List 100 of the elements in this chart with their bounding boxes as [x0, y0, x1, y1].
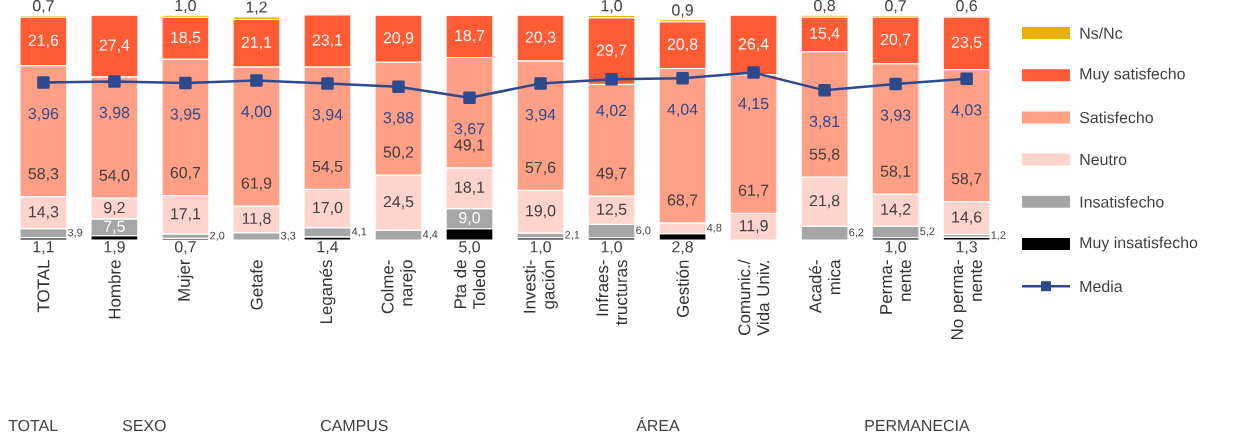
data-label: 26,4 [738, 38, 769, 52]
text: CAMPUS [321, 419, 388, 432]
data-label: 3,67 [454, 123, 485, 137]
x-tick-label: Mujer [177, 259, 194, 301]
data-label: 49,1 [454, 139, 485, 153]
data-label: 18,1 [455, 181, 485, 195]
data-label: 12,5 [597, 203, 627, 217]
data-label: 0,6 [956, 0, 977, 14]
data-label: 7,5 [104, 220, 125, 234]
data-label: 2,0 [210, 231, 225, 241]
data-label: 3,81 [809, 115, 840, 129]
x-tick-label: Colme-narejo [381, 260, 416, 314]
x-tick-label: Pta de Toledo [453, 260, 486, 310]
data-label: 4,02 [596, 104, 627, 118]
data-label: 24,5 [383, 195, 414, 210]
data-label: 20,7 [880, 33, 911, 47]
data-label: 20,8 [667, 38, 698, 52]
data-label: 15,4 [810, 27, 840, 41]
data-label: 0,7 [174, 241, 196, 255]
data-label: 19,0 [526, 205, 556, 219]
x-tick-label: Leganés [319, 260, 336, 324]
data-label: 4,03 [951, 104, 982, 118]
x-tick-label: Comunic./ Vida Univ. [737, 259, 770, 337]
data-label: 4,4 [422, 230, 438, 240]
data-label: 61,7 [738, 184, 769, 198]
data-label: 14,6 [952, 211, 982, 225]
data-label: 20,9 [383, 32, 414, 46]
data-label: 4,8 [706, 223, 722, 233]
data-label: 68,7 [667, 194, 698, 208]
data-label: 1,0 [601, 0, 622, 14]
data-label: 21,8 [809, 194, 840, 209]
data-label: 23,5 [951, 36, 982, 50]
data-label: 3,98 [99, 106, 130, 121]
data-label: 49,7 [596, 167, 627, 181]
text: TOTAL [8, 419, 58, 432]
data-label: 23,1 [312, 34, 343, 48]
data-label: 54,0 [99, 169, 130, 183]
legend-label: Insatisfecho [1080, 195, 1164, 208]
data-label: 6,0 [636, 226, 651, 236]
data-label: 54,5 [312, 160, 343, 174]
data-label: 2,8 [672, 241, 693, 255]
data-label: 3,88 [383, 112, 414, 126]
data-label: 14,2 [881, 203, 911, 217]
legend-label: Muy satisfecho [1080, 67, 1185, 83]
data-label: 2,1 [565, 230, 580, 240]
data-label: 5,0 [459, 241, 480, 255]
data-label: 1,3 [956, 241, 977, 255]
text: ÁREA [636, 417, 680, 431]
data-label: 18,7 [455, 29, 485, 44]
data-label: 18,5 [171, 31, 201, 45]
data-label: 1,4 [317, 241, 339, 255]
x-tick-label: TOTAL [37, 260, 50, 313]
data-label: 4,00 [241, 105, 272, 119]
legend-label: Neutro [1080, 154, 1127, 166]
data-label: 9,2 [104, 201, 125, 216]
data-label: 21,6 [28, 34, 59, 48]
data-label: 1,0 [175, 0, 196, 14]
data-label: 11,9 [739, 220, 768, 234]
legend-label: Ns/Nc [1080, 27, 1123, 39]
data-label: 1,1 [33, 241, 54, 255]
x-tick-label: Gestión [676, 260, 689, 318]
data-label: 1,0 [885, 241, 907, 255]
data-label: 61,9 [241, 177, 272, 191]
data-label: 50,2 [383, 146, 414, 160]
data-label: 0,9 [672, 4, 693, 18]
data-label: 57,6 [525, 161, 556, 175]
data-label: 3,94 [525, 108, 556, 123]
x-tick-label: Hombre [108, 260, 121, 319]
data-label: 1,0 [530, 241, 551, 255]
text: SEXO [122, 419, 166, 432]
x-tick-label: No perma-nente [951, 260, 982, 340]
data-label: 3,94 [312, 108, 343, 123]
data-label: 4,1 [351, 227, 367, 237]
data-label: 1,0 [601, 241, 622, 255]
data-label: 3,93 [880, 109, 911, 123]
data-label: 55,8 [809, 148, 840, 162]
data-label: 3,3 [281, 231, 296, 241]
x-tick-label: Acadé-mica [808, 259, 841, 314]
legend-label: Muy insatisfecho [1080, 236, 1198, 252]
data-label: 5,2 [920, 227, 935, 237]
data-label: 21,1 [241, 36, 272, 50]
data-label: 1,2 [991, 231, 1006, 241]
data-label: 9,0 [459, 212, 480, 226]
text: PERMANECIA [865, 419, 970, 432]
data-label: 0,7 [32, 0, 54, 14]
data-label: 58,3 [28, 168, 59, 182]
data-label: 6,2 [849, 228, 864, 238]
data-label: 3,95 [170, 108, 201, 122]
data-label: 17,1 [171, 208, 201, 222]
data-label: 4,15 [738, 98, 769, 112]
legend-label: Media [1080, 280, 1123, 293]
data-label: 1,9 [104, 241, 125, 255]
data-label: 17,0 [313, 201, 343, 216]
data-label: 0,7 [885, 0, 906, 14]
x-tick-label: Infraes-tructuras [595, 260, 628, 326]
data-label: 29,7 [596, 44, 627, 58]
data-label: 11,8 [242, 212, 271, 226]
legend-label: Satisfecho [1079, 111, 1153, 124]
data-label: 14,3 [29, 206, 59, 220]
data-label: 20,3 [525, 31, 556, 45]
